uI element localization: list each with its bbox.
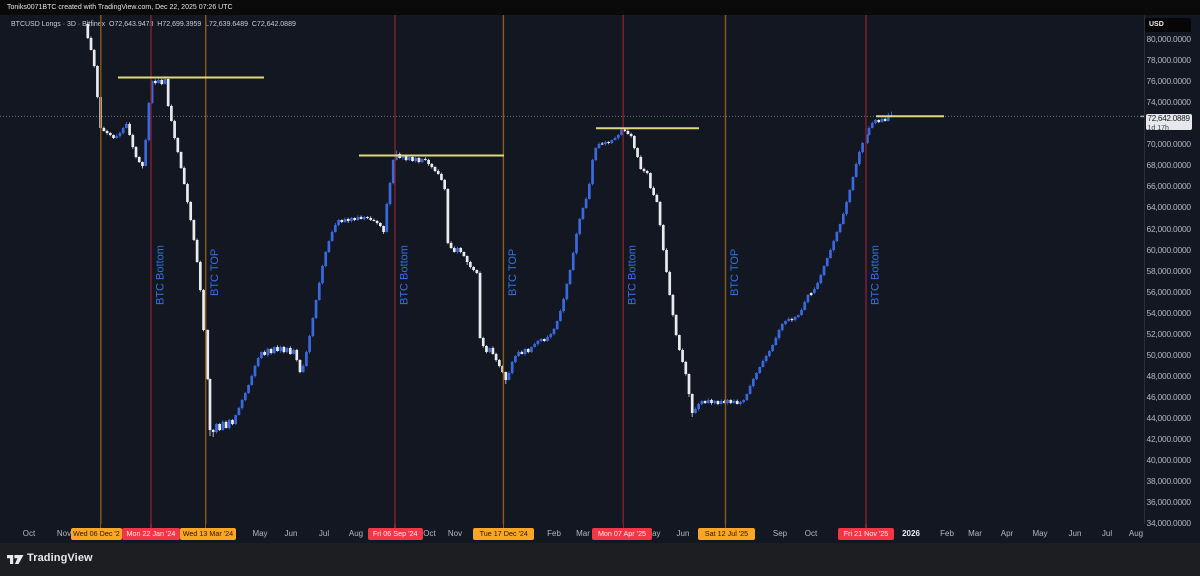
svg-text:BTC TOP: BTC TOP xyxy=(507,249,519,296)
svg-text:BTC Bottom: BTC Bottom xyxy=(870,245,882,305)
svg-text:BTC TOP: BTC TOP xyxy=(729,249,741,296)
svg-text:BTC TOP: BTC TOP xyxy=(209,249,221,296)
svg-text:BTC Bottom: BTC Bottom xyxy=(155,245,167,305)
svg-text:BTC Bottom: BTC Bottom xyxy=(399,245,411,305)
svg-text:BTC Bottom: BTC Bottom xyxy=(627,245,639,305)
